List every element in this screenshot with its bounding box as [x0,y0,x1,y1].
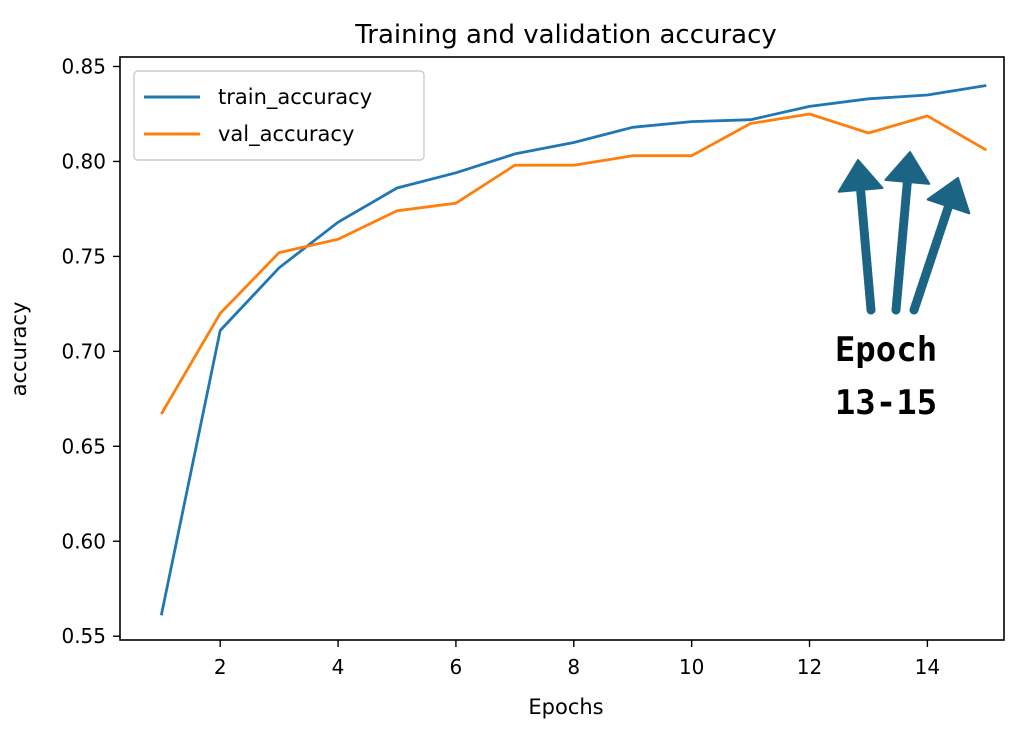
y-tick-label: 0.85 [61,54,106,78]
x-tick-label: 6 [450,655,463,679]
y-tick-label: 0.55 [61,624,106,648]
plot-area [159,84,988,616]
series-line-val-accuracy [160,112,988,415]
y-tick-label: 0.75 [61,244,106,268]
annotation-arrows [837,151,971,315]
x-axis: 2 4 6 8 10 12 14 [214,640,940,679]
legend-box [133,70,425,161]
legend-label-train: train_accuracy [218,85,372,110]
x-tick-label: 2 [214,655,227,679]
annotation-arrow [909,177,971,315]
annotation-arrow [884,151,931,315]
y-tick-label: 0.60 [61,529,106,553]
y-axis: 0.55 0.60 0.65 0.70 0.75 0.80 0.85 [61,54,120,648]
x-tick-label: 12 [797,655,822,679]
annotation-line-2: 13-15 [835,383,937,423]
x-tick-label: 14 [915,655,940,679]
x-tick-label: 10 [679,655,704,679]
legend-label-val: val_accuracy [218,122,354,147]
epoch-annotation: Epoch 13-15 [835,151,971,423]
annotation-arrow [837,159,884,315]
x-axis-label: Epochs [528,695,603,719]
x-tick-label: 8 [567,655,580,679]
y-tick-label: 0.65 [61,434,106,458]
legend: train_accuracy val_accuracy [133,70,425,161]
chart-title: Training and validation accuracy [354,20,777,50]
y-tick-label: 0.80 [61,149,106,173]
annotation-line-1: Epoch [835,330,937,370]
x-tick-label: 4 [332,655,345,679]
y-tick-label: 0.70 [61,339,106,363]
y-axis-label: accuracy [7,302,31,397]
plot-frame [119,56,1005,641]
series-line-train-accuracy [159,84,987,616]
